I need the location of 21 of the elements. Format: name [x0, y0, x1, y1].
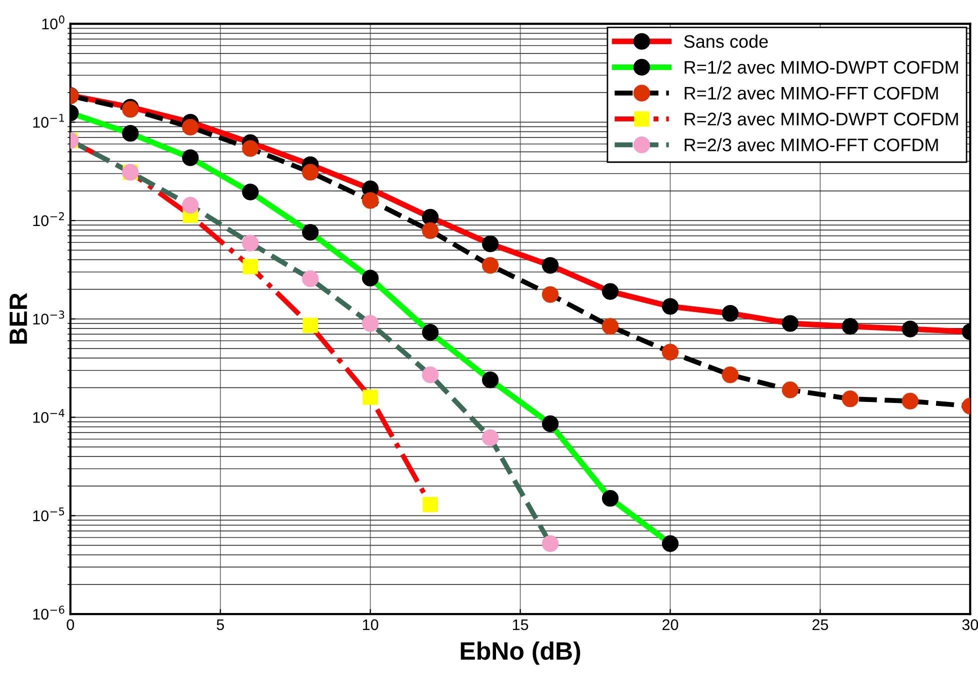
legend-label: R=1/2 avec MIMO-FFT COFDM — [684, 86, 938, 100]
y-tick-label: 10$^{−3}$ — [33, 310, 64, 324]
y-tick-label: 10$^{−1}$ — [33, 114, 64, 128]
x-axis-title: EbNo (dB) — [460, 641, 580, 665]
legend-label: R=1/2 avec MIMO-DWPT COFDM — [684, 60, 958, 74]
x-tick-label: 5 — [216, 619, 224, 630]
y-axis-title: BER — [10, 293, 27, 344]
x-tick-label: 15 — [512, 619, 528, 630]
legend-label: Sans code — [684, 34, 768, 48]
x-tick-label: 30 — [962, 619, 978, 630]
x-tick-label: 10 — [363, 619, 378, 630]
x-tick-label: 0 — [66, 619, 74, 630]
y-tick-label: 10$^{0}$ — [42, 15, 64, 30]
y-tick-label: 10$^{−6}$ — [33, 606, 64, 620]
y-tick-label: 10$^{−2}$ — [33, 212, 64, 226]
x-tick-label: 25 — [812, 619, 828, 630]
x-tick-label: 20 — [662, 619, 678, 630]
legend-label: R=2/3 avec MIMO-DWPT COFDM — [684, 112, 958, 126]
y-tick-label: 10$^{−5}$ — [33, 507, 64, 522]
legend-label: R=2/3 avec MIMO-FFT COFDM — [684, 138, 938, 152]
y-tick-label: 10$^{−4}$ — [33, 409, 64, 423]
